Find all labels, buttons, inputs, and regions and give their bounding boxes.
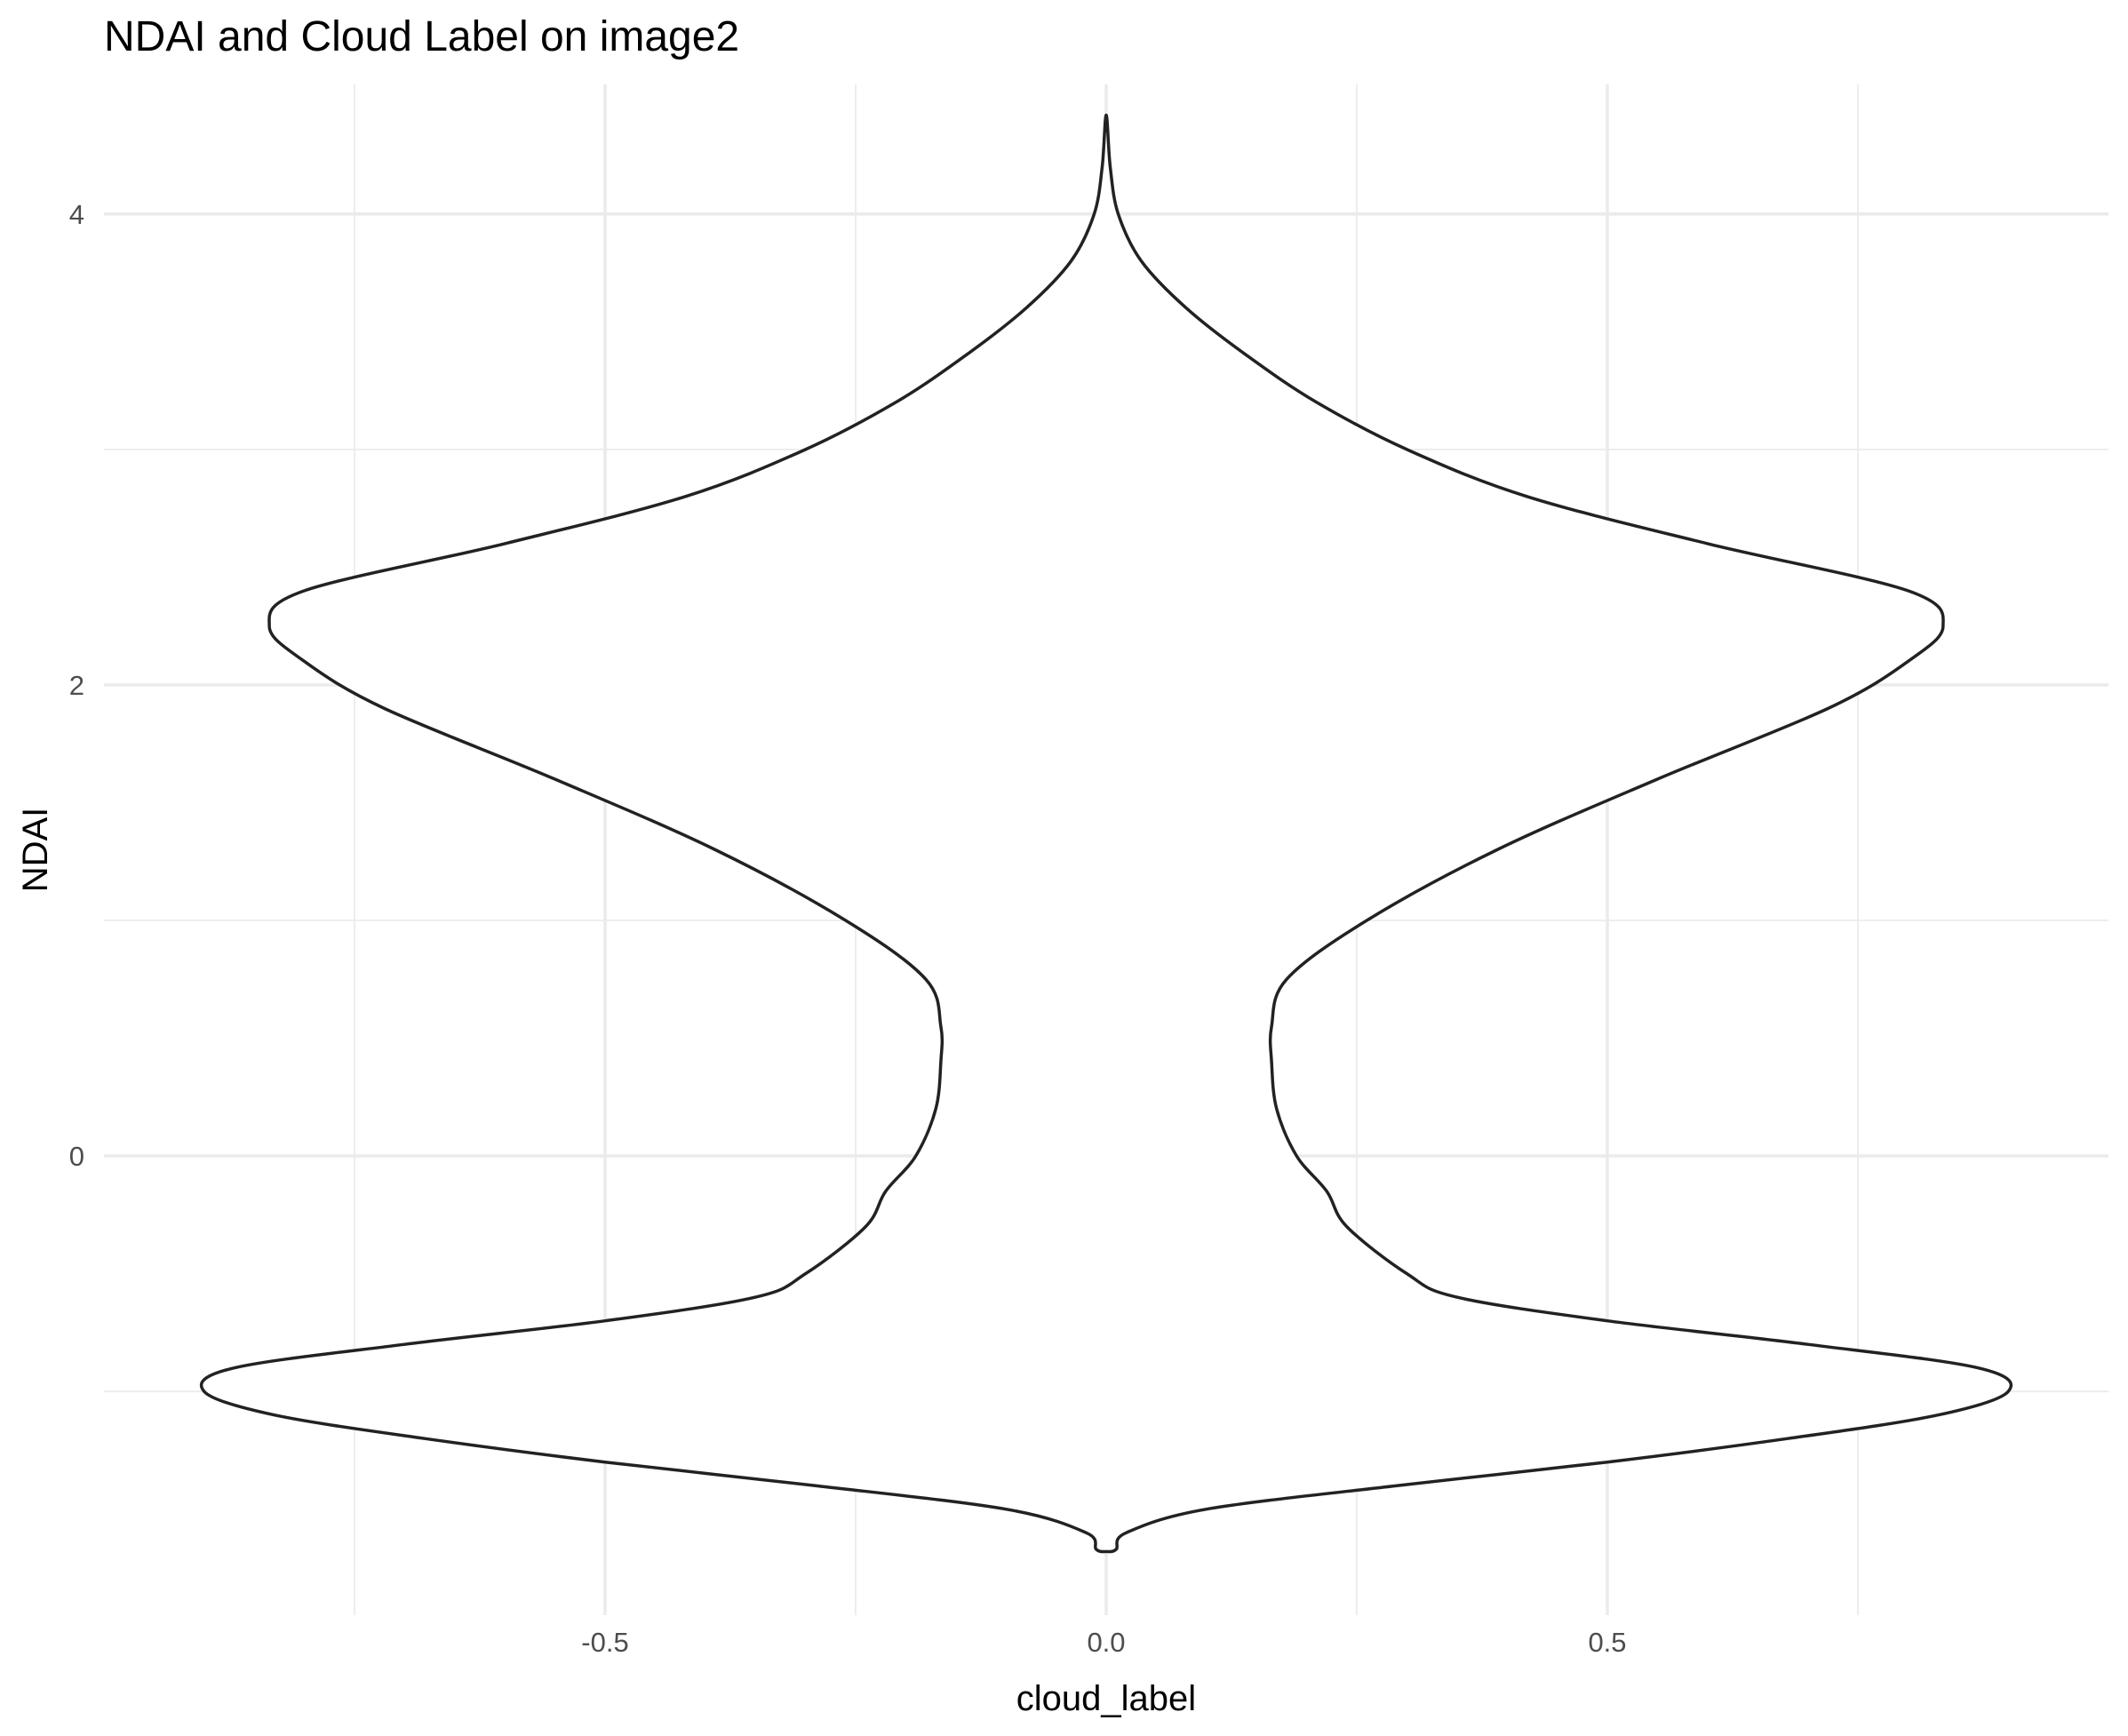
chart-title: NDAI and Cloud Label on image2 bbox=[104, 13, 740, 60]
tick-label-layer: -0.5 0.0 0.5 0 2 4 bbox=[69, 199, 1627, 1658]
y-tick-label: 0 bbox=[69, 1141, 84, 1172]
violin-shape bbox=[199, 113, 2013, 1554]
x-tick-label: -0.5 bbox=[581, 1627, 628, 1658]
x-axis-title: cloud_label bbox=[1016, 1679, 1196, 1718]
x-tick-label: 0.0 bbox=[1087, 1627, 1125, 1658]
x-tick-label: 0.5 bbox=[1588, 1627, 1626, 1658]
y-axis-title: NDAI bbox=[16, 808, 55, 893]
y-tick-label: 4 bbox=[69, 199, 84, 230]
y-tick-label: 2 bbox=[69, 670, 84, 701]
violin-layer bbox=[199, 113, 2013, 1554]
